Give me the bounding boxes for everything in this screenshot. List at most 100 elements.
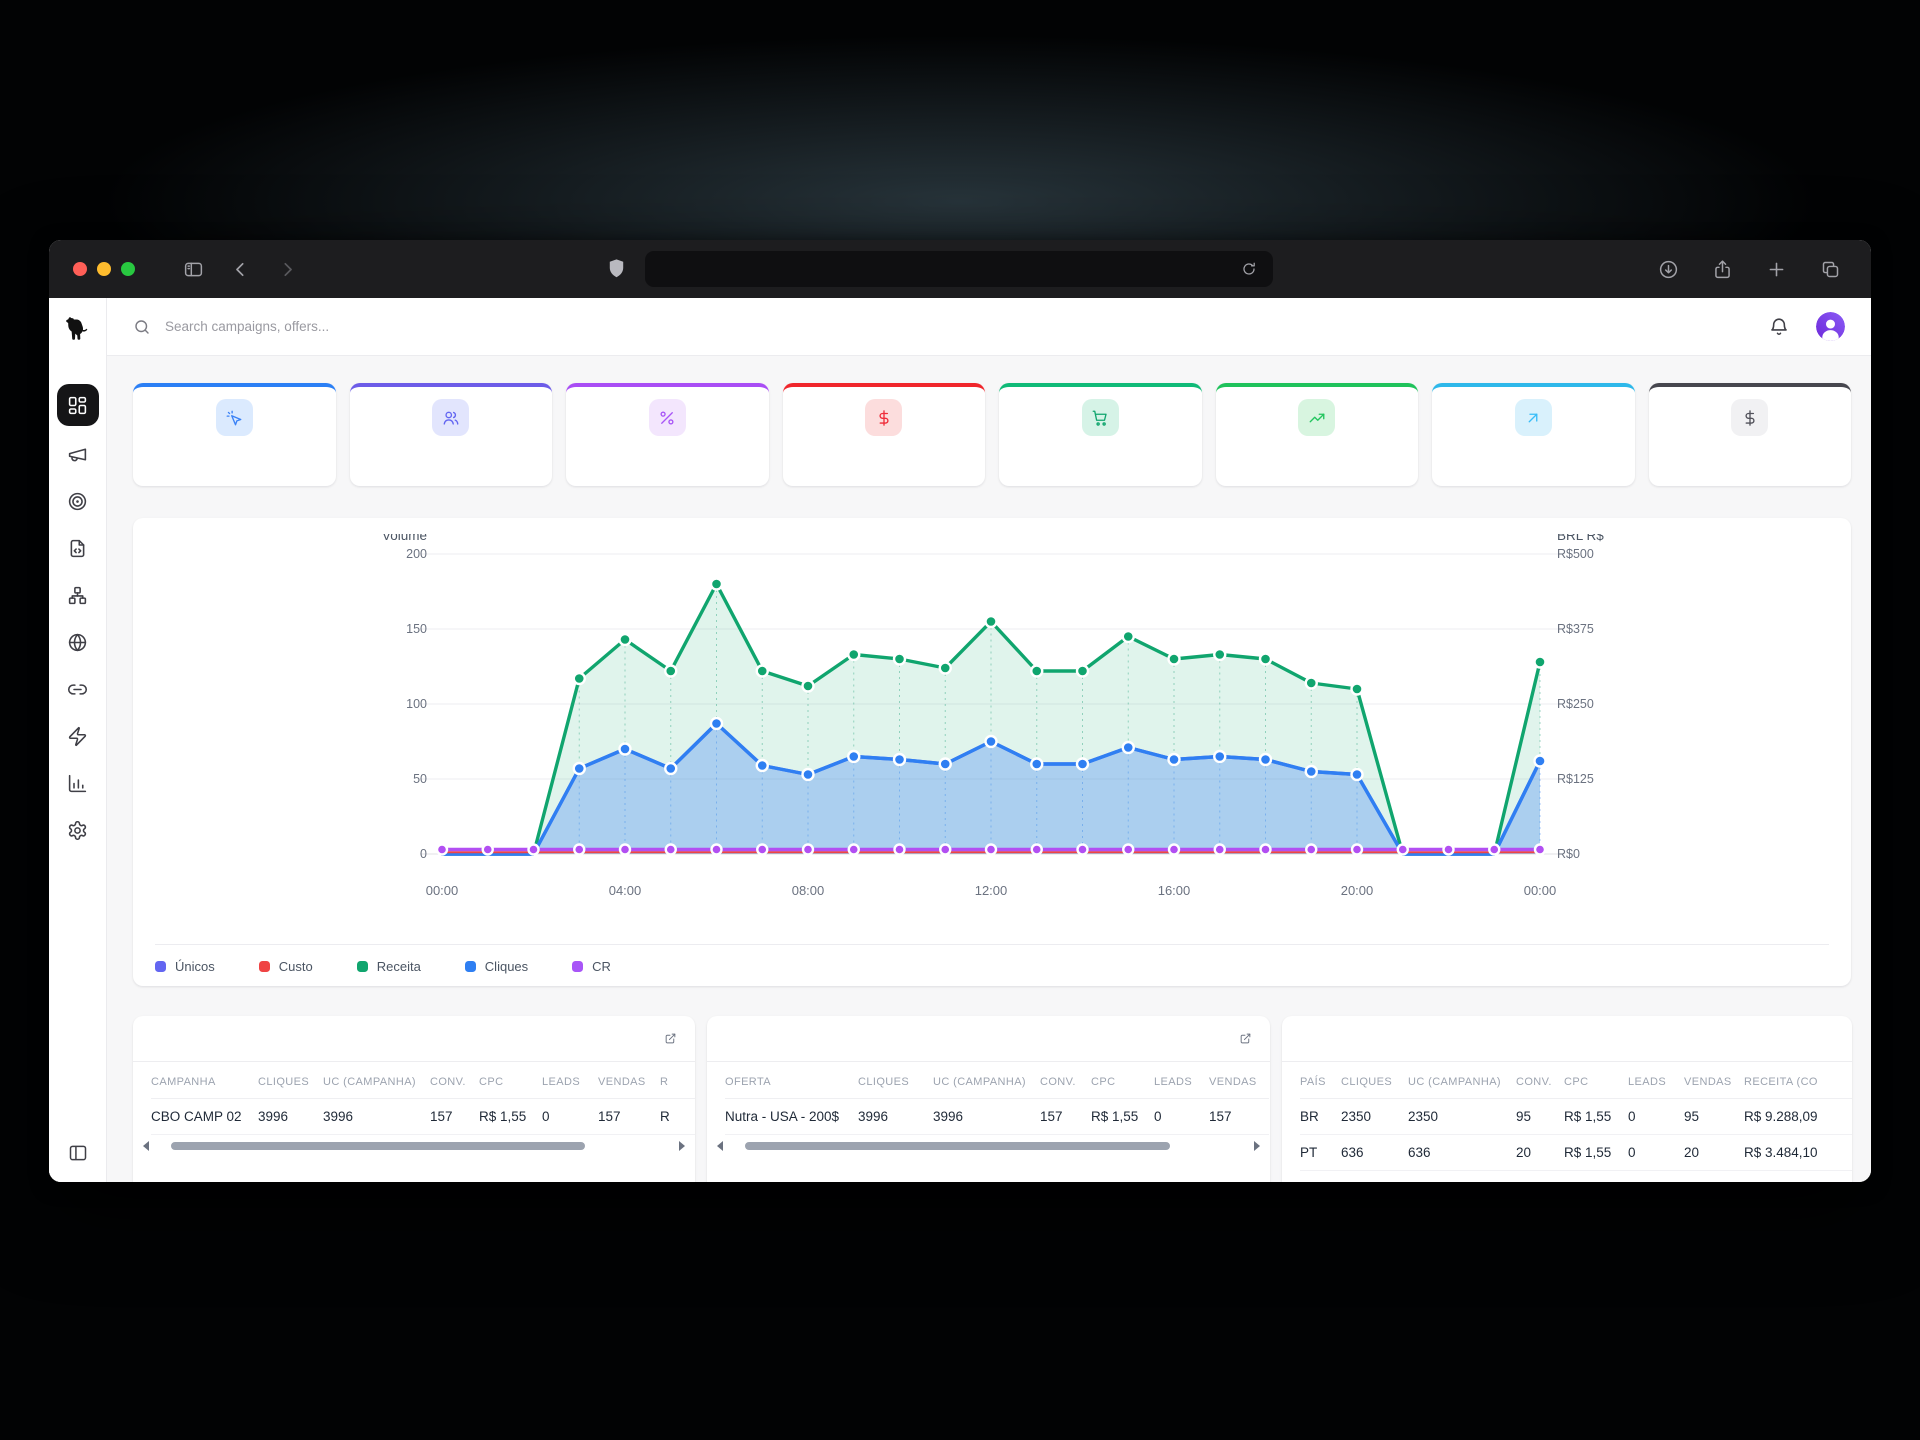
sidebar-item-landers[interactable] xyxy=(59,529,97,567)
sidebar-item-domains[interactable] xyxy=(59,623,97,661)
collapse-sidebar-icon[interactable] xyxy=(68,1143,88,1168)
legend-item-únicos[interactable]: Únicos xyxy=(155,959,215,974)
column-header: VENDAS xyxy=(1684,1062,1744,1099)
ver-todos-link[interactable] xyxy=(1233,1032,1252,1045)
sidebar-item-automation[interactable] xyxy=(59,717,97,755)
scroll-right-arrow-icon[interactable] xyxy=(1254,1141,1260,1151)
table-cell: 0 xyxy=(1628,1098,1684,1135)
search-input[interactable] xyxy=(163,318,1768,335)
scrollbar-track[interactable] xyxy=(155,1142,673,1150)
table-cell: 20 xyxy=(1684,1134,1744,1171)
legend-item-custo[interactable]: Custo xyxy=(258,959,313,974)
kpi-card-lucro[interactable] xyxy=(1215,383,1418,486)
kpi-card-unicos[interactable] xyxy=(349,383,552,486)
svg-text:150: 150 xyxy=(406,622,427,636)
user-avatar[interactable] xyxy=(1816,312,1845,341)
sidebar-item-links[interactable] xyxy=(59,670,97,708)
column-header: UC (CAMPANHA) xyxy=(323,1062,430,1099)
kpi-card-receita[interactable] xyxy=(999,383,1202,486)
legend-item-receita[interactable]: Receita xyxy=(356,959,421,974)
share-icon[interactable] xyxy=(1708,255,1737,284)
scrollbar-thumb[interactable] xyxy=(170,1142,585,1150)
traffic-lights xyxy=(73,262,135,276)
table-cell: 157 xyxy=(430,1098,479,1135)
dashboard-icon xyxy=(68,396,87,414)
privacy-shield-icon[interactable] xyxy=(605,257,628,280)
table-row[interactable]: Nutra - USA - 200$ 3996 3996 157 R$ 1,55 0 157 xyxy=(725,1098,1269,1135)
horizontal-scrollbar[interactable] xyxy=(133,1135,695,1151)
browser-sidebar-toggle-icon[interactable] xyxy=(179,255,208,284)
ver-todos-link[interactable] xyxy=(658,1032,677,1045)
kpi-chip-epc xyxy=(1731,399,1769,436)
kpi-card-cr[interactable] xyxy=(566,383,769,486)
back-icon[interactable] xyxy=(226,255,255,284)
svg-text:50: 50 xyxy=(413,772,427,786)
kpi-chip-cr xyxy=(648,399,686,436)
table-cell: 3996 xyxy=(323,1098,430,1135)
table-cell: 2350 xyxy=(1408,1098,1516,1135)
new-tab-icon[interactable] xyxy=(1762,255,1791,284)
close-window-button[interactable] xyxy=(73,262,87,276)
kpi-card-cliques[interactable] xyxy=(133,383,336,486)
legend-label: Receita xyxy=(376,959,421,974)
kpi-card-epc[interactable] xyxy=(1648,383,1851,486)
table-row[interactable]: CBO CAMP 02 3996 3996 157 R$ 1,55 0 157 R xyxy=(151,1098,695,1135)
legend-label: Cliques xyxy=(484,959,529,974)
scroll-left-arrow-icon[interactable] xyxy=(717,1141,723,1151)
table-card-oferta: OFERTA CLIQUES UC (CAMPANHA) CONV. CPC LEADS V… xyxy=(707,1016,1270,1182)
table-cell: 20 xyxy=(1516,1134,1564,1171)
kpi-card-roi[interactable] xyxy=(1432,383,1635,486)
table-row[interactable]: PT 636 636 20 R$ 1,55 0 20 R$ 3.484,10 xyxy=(1300,1134,1852,1171)
table-cell: 0 xyxy=(542,1098,598,1135)
svg-text:R$375: R$375 xyxy=(1557,622,1594,636)
svg-text:100: 100 xyxy=(406,697,427,711)
traffic-chart: 0 R$0 50 R$125 100 R$250 150 R$375 200 R$500 Volum… xyxy=(382,534,1604,898)
tab-overview-icon[interactable] xyxy=(1816,255,1845,284)
scrollbar-thumb[interactable] xyxy=(744,1142,1171,1150)
column-header: CPC xyxy=(1564,1062,1628,1099)
search-icon xyxy=(133,318,151,336)
address-bar[interactable] xyxy=(645,251,1273,287)
table-cell: PT xyxy=(1300,1134,1341,1171)
table-cell: 3996 xyxy=(858,1098,933,1135)
legend-item-cliques[interactable]: Cliques xyxy=(464,959,529,974)
svg-text:16:00: 16:00 xyxy=(1158,883,1191,898)
sidebar-item-flows[interactable] xyxy=(59,576,97,614)
horizontal-scrollbar[interactable] xyxy=(707,1135,1270,1151)
sitemap-icon xyxy=(68,586,87,604)
table-cell: R$ 1,55 xyxy=(479,1098,542,1135)
table-cell: BR xyxy=(1300,1098,1341,1135)
table-row[interactable]: BR 2350 2350 95 R$ 1,55 0 95 R$ 9.288,09 xyxy=(1300,1098,1852,1135)
svg-text:Volume: Volume xyxy=(382,534,427,543)
column-header: UC (CAMPANHA) xyxy=(933,1062,1040,1099)
sidebar-item-offers[interactable] xyxy=(59,482,97,520)
legend-color-dot xyxy=(155,961,166,972)
scroll-left-arrow-icon[interactable] xyxy=(143,1141,149,1151)
browser-chrome xyxy=(49,240,1871,298)
kpi-card-custo[interactable] xyxy=(782,383,985,486)
sidebar-item-reports[interactable] xyxy=(59,764,97,802)
column-header: UC (CAMPANHA) xyxy=(1408,1062,1516,1099)
column-header: CAMPANHA xyxy=(151,1062,258,1099)
forward-icon[interactable] xyxy=(273,255,302,284)
zoom-window-button[interactable] xyxy=(121,262,135,276)
dog-logo[interactable] xyxy=(64,315,91,342)
reload-icon[interactable] xyxy=(1237,257,1261,281)
sidebar-item-dashboard[interactable] xyxy=(56,384,99,426)
kpi-chip-cliques xyxy=(215,399,253,436)
legend-item-cr[interactable]: CR xyxy=(572,959,611,974)
column-header: CLIQUES xyxy=(258,1062,323,1099)
zap-icon xyxy=(68,726,87,746)
scroll-right-arrow-icon[interactable] xyxy=(679,1141,685,1151)
sidebar-item-campaigns[interactable] xyxy=(59,435,97,473)
sidebar-item-settings[interactable] xyxy=(59,811,97,849)
scrollbar-track[interactable] xyxy=(729,1142,1248,1150)
bar-chart-icon xyxy=(68,774,87,792)
svg-text:08:00: 08:00 xyxy=(792,883,825,898)
legend-color-dot xyxy=(258,961,270,972)
notifications-bell-icon[interactable] xyxy=(1768,316,1790,338)
downloads-icon[interactable] xyxy=(1654,255,1683,284)
minimize-window-button[interactable] xyxy=(97,262,111,276)
target-icon xyxy=(68,492,87,510)
svg-text:200: 200 xyxy=(406,547,427,561)
